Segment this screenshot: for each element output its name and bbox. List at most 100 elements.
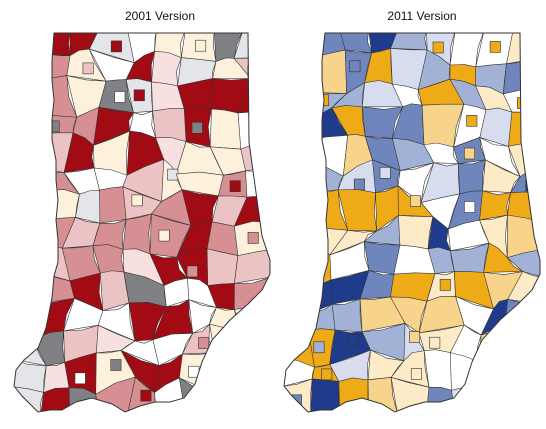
district-region — [209, 323, 249, 355]
district-region — [426, 386, 456, 412]
state-outline-2001 — [13, 32, 271, 413]
district-region — [451, 385, 488, 412]
district-region — [284, 157, 310, 195]
district-region — [158, 229, 170, 242]
district-region — [347, 334, 359, 346]
district-region — [284, 358, 315, 387]
district-region — [74, 372, 86, 385]
district-region — [284, 191, 310, 229]
district-region — [478, 361, 513, 386]
district-region — [321, 368, 333, 381]
district-region — [242, 386, 270, 412]
district-region — [99, 186, 127, 224]
district-region — [285, 39, 297, 52]
district-region — [483, 376, 514, 412]
district-region — [110, 40, 122, 53]
district-region — [247, 232, 259, 244]
district-region — [517, 97, 529, 109]
district-region — [349, 60, 361, 73]
district-region — [14, 303, 36, 341]
district-region — [504, 298, 540, 333]
district-region — [506, 376, 540, 412]
district-region — [14, 164, 52, 195]
district-region — [439, 279, 451, 291]
district-region — [140, 389, 152, 402]
district-region — [246, 331, 270, 360]
district-region — [14, 220, 38, 250]
district-region — [209, 108, 242, 150]
district-region — [133, 89, 145, 102]
district-region — [410, 368, 422, 380]
district-region — [353, 178, 365, 191]
district-region — [379, 167, 391, 179]
district-region — [254, 364, 266, 377]
district-region — [315, 255, 327, 267]
district-region — [284, 56, 316, 93]
district-region — [82, 62, 94, 75]
district-region — [284, 84, 316, 120]
district-region — [508, 111, 540, 147]
district-region — [284, 139, 308, 168]
indiana-map-2001 — [14, 33, 270, 412]
district-region — [191, 122, 203, 134]
district-region — [409, 331, 421, 343]
district-region — [506, 358, 540, 387]
district-region — [489, 41, 501, 53]
district-region — [506, 214, 540, 259]
district-region — [284, 111, 314, 142]
district-region — [229, 180, 241, 192]
district-region — [178, 377, 215, 412]
district-region — [14, 84, 41, 121]
district-region — [14, 358, 47, 393]
district-region — [110, 359, 122, 371]
district-region — [522, 37, 534, 50]
district-region — [247, 314, 259, 327]
district-region — [432, 41, 444, 54]
panel-title-2001: 2001 Version — [124, 9, 196, 23]
district-region — [14, 243, 37, 278]
panel-title-2011: 2011 Version — [387, 9, 457, 23]
district-region — [284, 221, 312, 250]
district-region — [195, 39, 207, 52]
district-region — [16, 227, 28, 239]
district-region — [186, 265, 198, 278]
district-region — [464, 201, 476, 213]
district-region — [14, 33, 52, 58]
district-region — [292, 69, 304, 81]
district-region — [450, 352, 486, 391]
district-region — [151, 51, 182, 87]
district-region — [75, 189, 103, 224]
district-region — [122, 213, 152, 255]
district-region — [518, 389, 530, 402]
district-region — [429, 336, 441, 349]
district-region — [25, 36, 37, 49]
district-region — [247, 65, 259, 78]
district-region — [423, 349, 453, 391]
district-region — [14, 270, 37, 305]
district-region — [244, 353, 270, 393]
district-region — [237, 111, 270, 150]
district-region — [233, 303, 270, 338]
district-region — [331, 298, 363, 333]
district-region — [284, 276, 317, 313]
district-region — [14, 111, 50, 141]
district-region — [40, 33, 71, 56]
indiana-map-2011 — [284, 33, 540, 412]
district-region — [504, 323, 540, 363]
district-region — [284, 241, 317, 287]
district-region — [152, 108, 188, 142]
district-region — [14, 54, 52, 86]
district-region — [284, 33, 312, 62]
district-region — [14, 132, 50, 168]
district-region — [14, 189, 52, 226]
district-region — [284, 303, 315, 333]
district-region — [290, 173, 302, 186]
district-region — [204, 387, 248, 412]
district-region — [198, 337, 210, 349]
district-region — [463, 147, 475, 160]
district-region — [398, 214, 434, 250]
district-region — [313, 341, 325, 354]
district-region — [131, 194, 143, 207]
district-region — [114, 91, 126, 103]
